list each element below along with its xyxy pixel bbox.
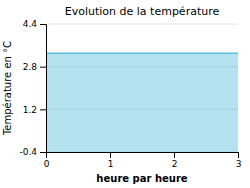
tick-label: -0.4 <box>19 147 37 157</box>
grid-line <box>46 24 238 25</box>
tick-label: 0 <box>44 159 50 169</box>
tick-label: 3 <box>236 159 242 169</box>
tick: -0.4 <box>19 147 46 157</box>
plot: 0 1 2 3 -0.4 1.2 2.8 4.4 <box>19 19 241 169</box>
y-axis: -0.4 1.2 2.8 4.4 <box>19 19 46 157</box>
x-axis: 0 1 2 3 <box>44 152 242 169</box>
tick: 1.2 <box>23 105 46 115</box>
tick-label: 2.8 <box>23 62 38 72</box>
area <box>46 53 238 152</box>
tick-mark <box>40 152 46 153</box>
line <box>46 53 238 55</box>
title: Evolution de la température <box>65 5 220 18</box>
tick: 1 <box>108 152 114 169</box>
chart: 0 1 2 3 -0.4 1.2 2.8 4.4 Evolution de la tempéra… <box>0 0 250 188</box>
chart-container: 0 1 2 3 -0.4 1.2 2.8 4.4 Evolution de la tempéra… <box>0 0 250 188</box>
tick: 2 <box>172 152 178 169</box>
tick-mark <box>40 24 46 25</box>
tick-mark <box>238 152 239 158</box>
axis-domain <box>40 25 47 153</box>
tick: 2.8 <box>23 62 46 72</box>
tick-label: 2 <box>172 159 178 169</box>
tick: 4.4 <box>23 19 46 29</box>
tick-label: 4.4 <box>23 19 38 29</box>
tick-mark <box>110 152 111 158</box>
axis-domain <box>47 153 239 159</box>
tick: 3 <box>236 152 242 169</box>
tick-mark <box>40 67 46 68</box>
tick-mark <box>174 152 175 158</box>
y-axis-title: Température en °C <box>2 41 13 136</box>
grid <box>46 24 238 152</box>
tick-label: 1 <box>108 159 114 169</box>
marks <box>46 53 238 152</box>
tick: 0 <box>44 152 50 169</box>
x-axis-title: heure par heure <box>96 173 187 184</box>
tick-mark <box>40 109 46 110</box>
tick-label: 1.2 <box>23 105 37 115</box>
